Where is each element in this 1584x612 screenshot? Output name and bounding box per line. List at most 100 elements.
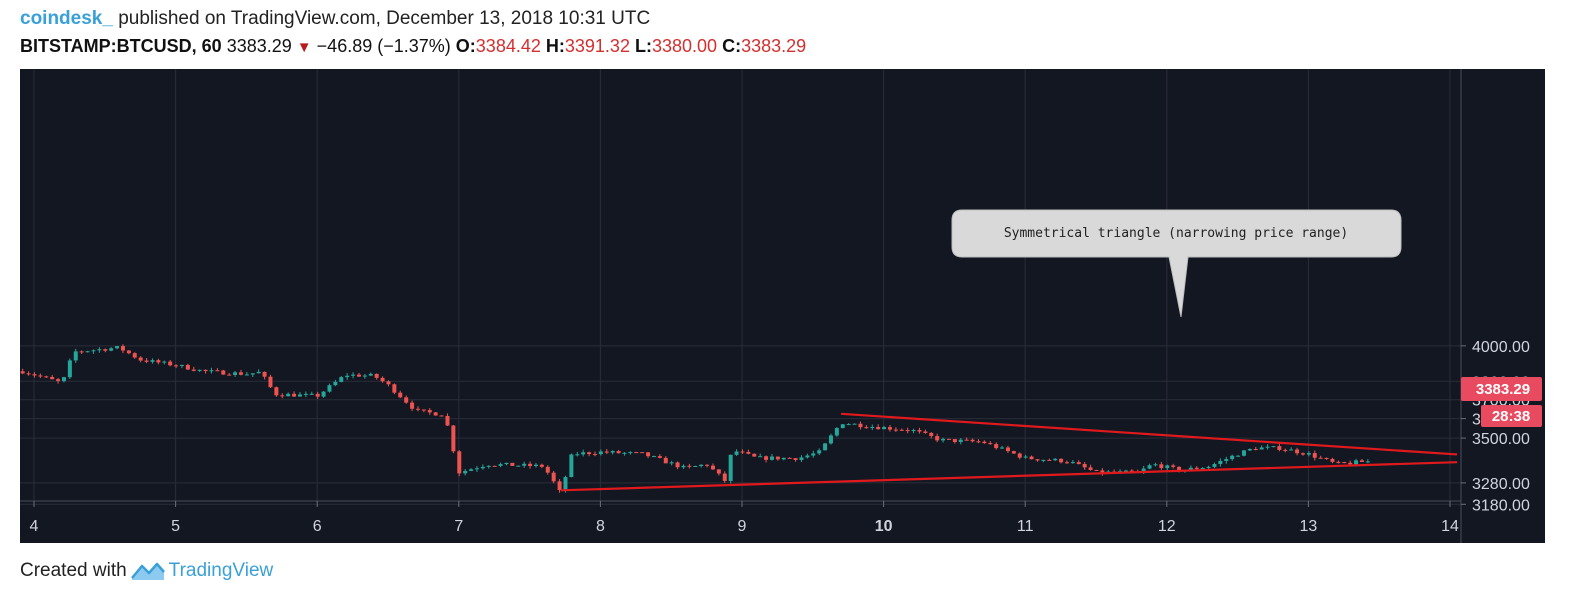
candle-body bbox=[1354, 460, 1359, 465]
candle-body bbox=[398, 392, 403, 398]
candle-body bbox=[799, 457, 804, 460]
candle-body bbox=[1047, 459, 1052, 461]
candle-body bbox=[26, 373, 31, 375]
candle-body bbox=[79, 351, 84, 353]
candle-body bbox=[168, 361, 173, 366]
chart-background bbox=[20, 69, 1545, 543]
candle-body bbox=[315, 393, 320, 397]
candle-body bbox=[50, 376, 55, 380]
candle-body bbox=[1100, 470, 1105, 474]
time-tick-label: 5 bbox=[171, 518, 180, 535]
callout-bubble bbox=[951, 209, 1402, 318]
candle-body bbox=[870, 426, 875, 428]
candle-body bbox=[1082, 464, 1087, 468]
time-axis[interactable]: 4 5 6 7 8 9 10 11 12 13 14 bbox=[30, 501, 1459, 535]
candle-body bbox=[1365, 461, 1370, 463]
candle-body bbox=[941, 438, 946, 441]
candle-body bbox=[233, 372, 238, 376]
candle-body bbox=[746, 451, 751, 454]
candle-body bbox=[1247, 448, 1252, 451]
candle-body bbox=[404, 397, 409, 403]
candle-body bbox=[563, 477, 568, 491]
candle-body bbox=[722, 473, 727, 481]
candle-body bbox=[374, 373, 379, 378]
candle-body bbox=[474, 468, 479, 470]
trendline-lower bbox=[560, 461, 1458, 492]
candle-body bbox=[1053, 458, 1058, 461]
candle-body bbox=[693, 466, 698, 468]
candle-body bbox=[581, 452, 586, 455]
candle-body bbox=[156, 360, 161, 363]
candle-body bbox=[840, 424, 845, 429]
candle-body bbox=[162, 361, 167, 363]
candle-body bbox=[893, 429, 898, 431]
candle-body bbox=[858, 423, 863, 428]
candle-body bbox=[823, 443, 828, 451]
candle-body bbox=[380, 377, 385, 382]
candle-body bbox=[569, 454, 574, 478]
time-tick-label: 8 bbox=[596, 518, 605, 535]
candle-body bbox=[834, 428, 839, 436]
candle-body bbox=[1123, 470, 1128, 472]
annotation-callout[interactable]: Symmetrical triangle (narrowing price ra… bbox=[951, 209, 1402, 318]
candle-body bbox=[410, 402, 415, 409]
candle-body bbox=[710, 465, 715, 470]
candle-body bbox=[362, 375, 367, 377]
candle-body bbox=[238, 372, 243, 375]
price-tick-label: 3180.00 bbox=[1472, 497, 1530, 514]
countdown-tag-bg bbox=[1481, 405, 1542, 427]
candle-body bbox=[864, 427, 869, 429]
candle-body bbox=[510, 462, 515, 466]
candle-body bbox=[439, 415, 444, 417]
candle-body bbox=[1289, 449, 1294, 451]
candle-body bbox=[651, 456, 656, 458]
candle-body bbox=[1330, 458, 1335, 462]
candle-body bbox=[120, 346, 125, 351]
candle-body bbox=[351, 374, 356, 376]
last-price: 3383.29 bbox=[226, 36, 292, 56]
candle-body bbox=[899, 429, 904, 431]
candle-body bbox=[1318, 457, 1323, 459]
tradingview-brand[interactable]: TradingView bbox=[168, 560, 274, 581]
candle-body bbox=[911, 430, 916, 432]
candle-body bbox=[250, 373, 255, 375]
candle-body bbox=[463, 470, 468, 474]
high-label: H: bbox=[545, 36, 565, 56]
candle-body bbox=[687, 465, 692, 467]
candle-body bbox=[1230, 455, 1235, 460]
last-price-tag: 3383.29 28:38 bbox=[1461, 377, 1542, 427]
candle-body bbox=[811, 453, 816, 456]
candle-body bbox=[929, 432, 934, 437]
candle-body bbox=[598, 451, 603, 455]
candle-body bbox=[758, 456, 763, 458]
candle-body bbox=[952, 439, 957, 442]
candle-body bbox=[333, 381, 338, 386]
candle-body bbox=[227, 374, 232, 376]
candle-body bbox=[1312, 453, 1317, 458]
low-label: L: bbox=[634, 36, 652, 56]
candle-body bbox=[681, 465, 686, 468]
candle-body bbox=[988, 443, 993, 445]
candle-body bbox=[1171, 465, 1176, 467]
candle-body bbox=[345, 375, 350, 378]
candlestick-chart[interactable]: 4000.003800.003700.003600.003500.003280.… bbox=[20, 69, 1545, 543]
candle-body bbox=[103, 349, 108, 351]
candle-body bbox=[1342, 462, 1347, 464]
candle-body bbox=[1064, 462, 1069, 464]
candle-body bbox=[1283, 449, 1288, 451]
candle-body bbox=[994, 444, 999, 449]
candle-body bbox=[1265, 446, 1270, 448]
candle-body bbox=[705, 464, 710, 466]
candle-body bbox=[787, 457, 792, 459]
candle-body bbox=[1336, 461, 1341, 463]
candle-body bbox=[209, 370, 214, 372]
time-tick-label: 13 bbox=[1300, 518, 1318, 535]
candle-body bbox=[297, 394, 302, 397]
candle-body bbox=[1147, 465, 1152, 469]
candle-body bbox=[339, 377, 344, 382]
time-tick-label: 7 bbox=[454, 518, 463, 535]
candle-body bbox=[1324, 457, 1329, 459]
callout-text: Symmetrical triangle (narrowing price ra… bbox=[1004, 226, 1348, 241]
tradingview-logo-icon bbox=[130, 562, 165, 580]
author-name[interactable]: coindesk_ bbox=[20, 8, 113, 29]
